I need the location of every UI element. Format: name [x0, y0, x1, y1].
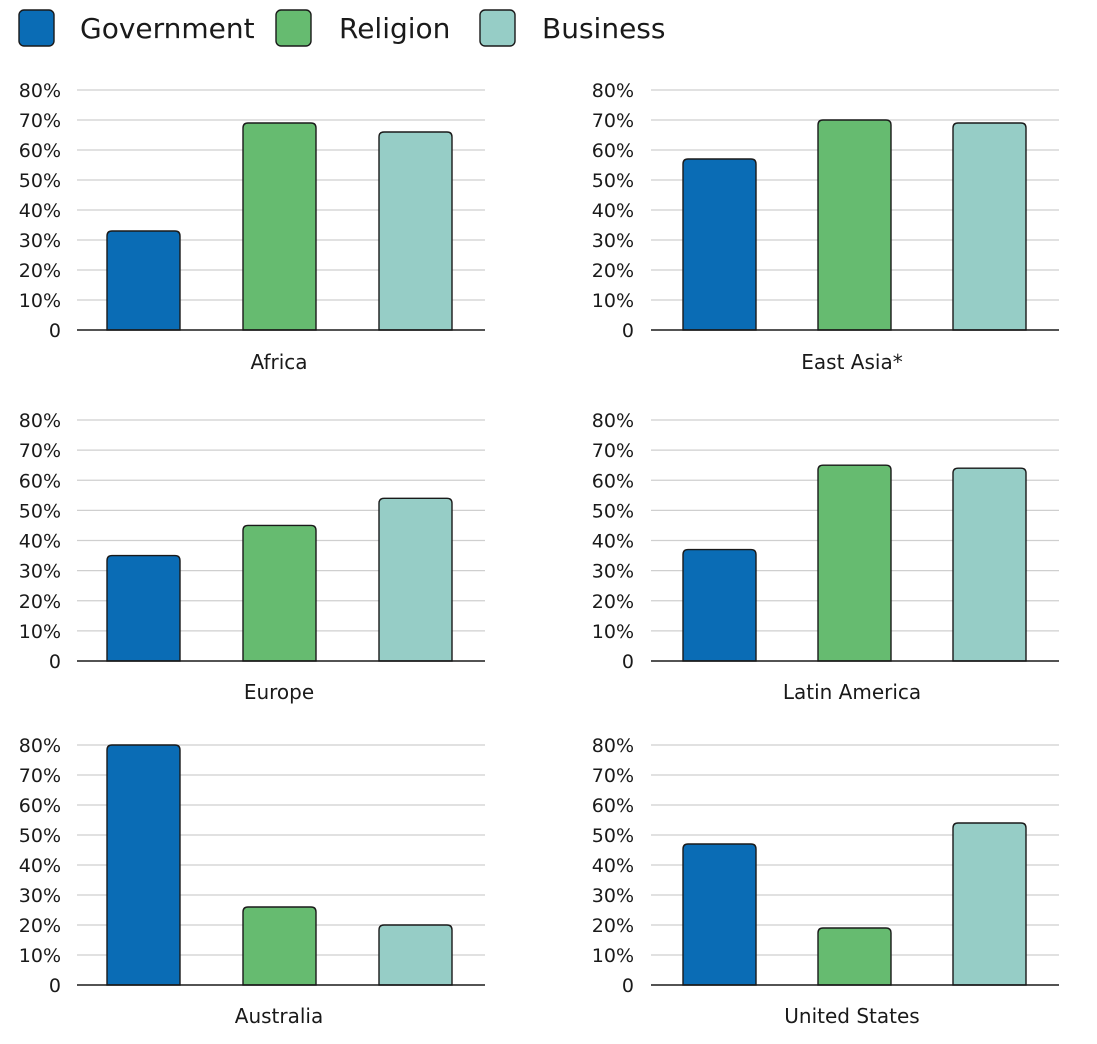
y-tick-label-africa-20: 20%: [19, 260, 61, 282]
y-tick-label-united-states-20: 20%: [592, 915, 634, 937]
y-tick-label-latin-america-40: 40%: [592, 531, 634, 553]
y-tick-label-australia-40: 40%: [19, 855, 61, 877]
y-tick-label-europe-20: 20%: [19, 591, 61, 613]
legend-swatch-government: [18, 9, 55, 47]
y-tick-label-europe-80: 80%: [19, 410, 61, 432]
y-tick-label-east-asia-80: 80%: [592, 80, 634, 102]
y-tick-label-africa-10: 10%: [19, 290, 61, 312]
legend-item-government: Government: [18, 9, 255, 47]
bar-east-asia-religion: [817, 119, 892, 331]
y-tick-label-united-states-30: 30%: [592, 885, 634, 907]
legend-swatch-religion: [275, 9, 312, 47]
bar-united-states-religion: [817, 927, 892, 986]
bar-east-asia-government: [682, 158, 757, 331]
legend-label-business: Business: [542, 12, 665, 45]
y-tick-label-east-asia-10: 10%: [592, 290, 634, 312]
y-tick-label-europe-30: 30%: [19, 561, 61, 583]
panel-title-east-asia: East Asia*: [801, 350, 902, 374]
panel-latin-america: 0 10% 20% 30% 40% 50% 60% 70% 80% Latin America: [592, 410, 1059, 704]
y-tick-label-east-asia-60: 60%: [592, 140, 634, 162]
bar-europe-business: [378, 497, 453, 662]
y-tick-label-east-asia-70: 70%: [592, 110, 634, 132]
bar-australia-government: [106, 744, 181, 986]
y-tick-label-united-states-10: 10%: [592, 945, 634, 967]
y-tick-label-latin-america-70: 70%: [592, 440, 634, 462]
bar-latin-america-government: [682, 548, 757, 662]
chart-panels: 0 10% 20% 30% 40% 50% 60% 70% 80% Africa 0 10% 20% 30…: [19, 80, 1059, 1028]
panel-title-united-states: United States: [784, 1004, 919, 1028]
panel-australia: 0 10% 20% 30% 40% 50% 60% 70% 80% Australia: [19, 735, 485, 1028]
bar-australia-business: [378, 924, 453, 986]
y-tick-label-australia-30: 30%: [19, 885, 61, 907]
y-tick-label-latin-america-0: 0: [622, 651, 634, 673]
legend-swatch-business: [479, 9, 516, 47]
y-tick-label-united-states-0: 0: [622, 975, 634, 997]
bar-australia-religion: [242, 906, 317, 986]
bar-africa-religion: [242, 122, 317, 331]
panel-title-africa: Africa: [250, 350, 307, 374]
bar-united-states-government: [682, 843, 757, 986]
legend-label-government: Government: [80, 12, 255, 45]
y-tick-label-united-states-40: 40%: [592, 855, 634, 877]
y-tick-label-latin-america-20: 20%: [592, 591, 634, 613]
y-tick-label-united-states-60: 60%: [592, 795, 634, 817]
y-tick-label-africa-80: 80%: [19, 80, 61, 102]
legend-item-business: Business: [479, 9, 665, 47]
y-tick-label-africa-60: 60%: [19, 140, 61, 162]
y-tick-label-europe-0: 0: [49, 651, 61, 673]
y-tick-label-europe-60: 60%: [19, 470, 61, 492]
bar-africa-business: [378, 131, 453, 331]
y-tick-label-united-states-50: 50%: [592, 825, 634, 847]
panel-title-latin-america: Latin America: [783, 680, 921, 704]
y-tick-label-east-asia-30: 30%: [592, 230, 634, 252]
panel-east-asia: 0 10% 20% 30% 40% 50% 60% 70% 80% East Asia*: [592, 80, 1059, 374]
bar-latin-america-business: [952, 467, 1027, 662]
y-tick-label-east-asia-0: 0: [622, 320, 634, 342]
y-tick-label-europe-40: 40%: [19, 531, 61, 553]
y-tick-label-australia-80: 80%: [19, 735, 61, 757]
legend: Government Religion Business: [18, 9, 665, 47]
y-tick-label-australia-70: 70%: [19, 765, 61, 787]
y-tick-label-east-asia-40: 40%: [592, 200, 634, 222]
y-tick-label-africa-40: 40%: [19, 200, 61, 222]
panel-title-australia: Australia: [235, 1004, 323, 1028]
y-tick-label-latin-america-60: 60%: [592, 470, 634, 492]
y-tick-label-australia-50: 50%: [19, 825, 61, 847]
panel-united-states: 0 10% 20% 30% 40% 50% 60% 70% 80% United States: [592, 735, 1059, 1028]
y-tick-label-africa-0: 0: [49, 320, 61, 342]
bar-united-states-business: [952, 822, 1027, 986]
y-tick-label-latin-america-10: 10%: [592, 621, 634, 643]
bar-europe-government: [106, 554, 181, 662]
y-tick-label-australia-0: 0: [49, 975, 61, 997]
y-tick-label-africa-70: 70%: [19, 110, 61, 132]
panel-title-europe: Europe: [244, 680, 314, 704]
y-tick-label-east-asia-50: 50%: [592, 170, 634, 192]
y-tick-label-africa-30: 30%: [19, 230, 61, 252]
y-tick-label-latin-america-50: 50%: [592, 500, 634, 522]
y-tick-label-europe-50: 50%: [19, 500, 61, 522]
bar-east-asia-business: [952, 122, 1027, 331]
y-tick-label-australia-60: 60%: [19, 795, 61, 817]
bar-africa-government: [106, 230, 181, 331]
legend-item-religion: Religion: [275, 9, 450, 47]
y-tick-label-europe-10: 10%: [19, 621, 61, 643]
y-tick-label-united-states-80: 80%: [592, 735, 634, 757]
y-tick-label-europe-70: 70%: [19, 440, 61, 462]
y-tick-label-latin-america-30: 30%: [592, 561, 634, 583]
y-tick-label-united-states-70: 70%: [592, 765, 634, 787]
y-tick-label-africa-50: 50%: [19, 170, 61, 192]
y-tick-label-australia-20: 20%: [19, 915, 61, 937]
panel-africa: 0 10% 20% 30% 40% 50% 60% 70% 80% Africa: [19, 80, 485, 374]
y-tick-label-east-asia-20: 20%: [592, 260, 634, 282]
panel-europe: 0 10% 20% 30% 40% 50% 60% 70% 80% Europe: [19, 410, 485, 704]
bar-latin-america-religion: [817, 464, 892, 662]
y-tick-label-latin-america-80: 80%: [592, 410, 634, 432]
legend-label-religion: Religion: [339, 12, 450, 45]
y-tick-label-australia-10: 10%: [19, 945, 61, 967]
bar-europe-religion: [242, 524, 317, 662]
